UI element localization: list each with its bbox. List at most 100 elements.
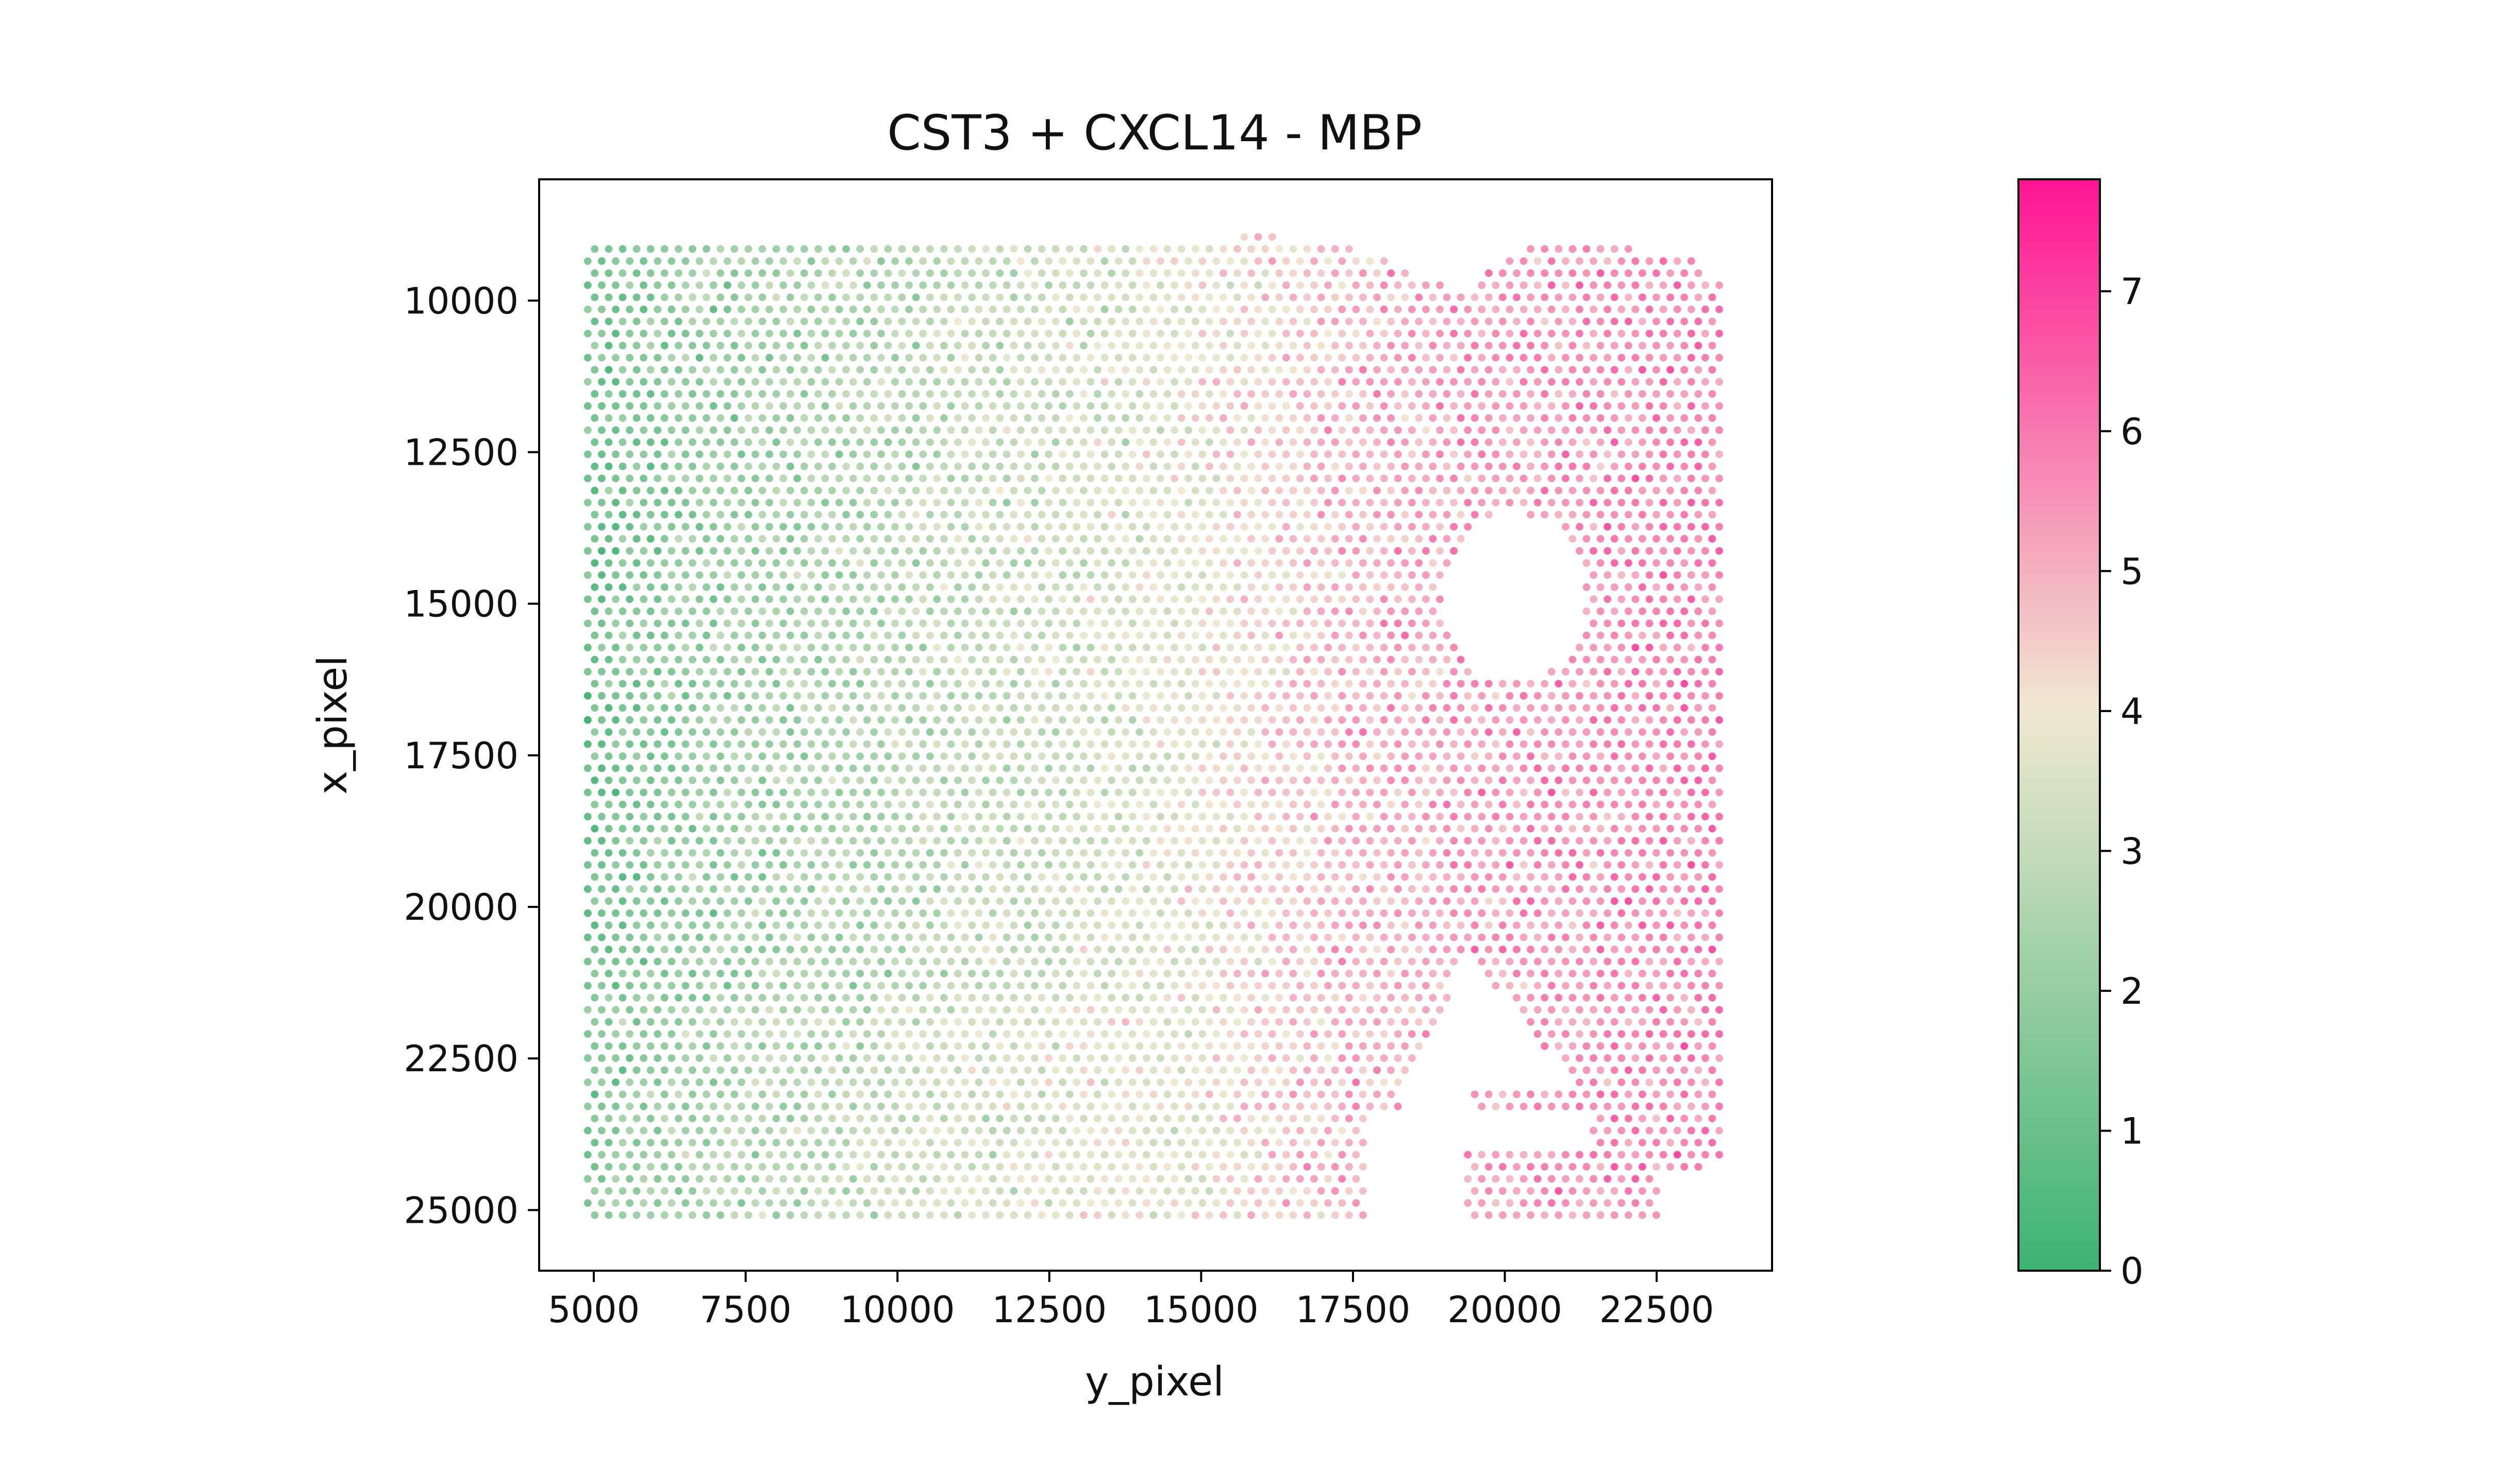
spot <box>591 777 599 784</box>
spot <box>828 438 836 446</box>
spot <box>1582 849 1591 857</box>
spot <box>1604 619 1612 628</box>
spot <box>1205 704 1213 712</box>
spot <box>1701 909 1709 917</box>
spot <box>989 281 997 289</box>
spot <box>1087 764 1095 772</box>
spot <box>1171 668 1178 676</box>
spot <box>1604 692 1612 700</box>
spot <box>751 306 759 313</box>
spot <box>1296 499 1304 507</box>
spot <box>1017 619 1025 628</box>
spot <box>1191 849 1199 857</box>
spot <box>1254 233 1262 241</box>
spot <box>1289 873 1297 881</box>
spot <box>1555 970 1563 977</box>
spot <box>1422 619 1430 628</box>
spot <box>772 655 780 664</box>
spot <box>1282 716 1290 724</box>
spot <box>1380 329 1388 338</box>
spot <box>1547 257 1556 265</box>
spot <box>667 716 676 724</box>
spot <box>1576 909 1583 917</box>
spot <box>1639 824 1646 833</box>
spot <box>856 486 864 495</box>
spot <box>1401 438 1409 446</box>
spot <box>1513 269 1521 277</box>
spot <box>1484 970 1493 977</box>
spot <box>1429 486 1437 495</box>
spot <box>1275 704 1283 712</box>
spot <box>1666 607 1675 615</box>
spot <box>646 704 655 712</box>
spot <box>646 269 655 277</box>
spot <box>1527 704 1535 712</box>
spot <box>1568 728 1577 736</box>
spot <box>1366 402 1374 410</box>
spot <box>1100 692 1109 700</box>
spot <box>961 716 969 724</box>
spot <box>1108 849 1116 857</box>
spot <box>1220 728 1227 736</box>
spot <box>1149 728 1158 736</box>
spot <box>1142 668 1150 676</box>
spot <box>1128 813 1137 821</box>
spot <box>695 426 704 434</box>
spot <box>1506 402 1514 410</box>
spot <box>689 462 696 470</box>
spot <box>1345 655 1353 664</box>
spot <box>1177 897 1185 905</box>
spot <box>982 728 990 736</box>
spot <box>1059 281 1067 289</box>
spot <box>1051 752 1060 760</box>
spot <box>975 426 983 434</box>
spot <box>891 426 899 434</box>
spot <box>723 909 731 917</box>
spot <box>591 631 599 639</box>
spot <box>1617 740 1626 748</box>
spot <box>1547 788 1556 797</box>
spot <box>1639 559 1646 567</box>
spot <box>1610 824 1618 833</box>
spot <box>814 655 822 664</box>
spot <box>1519 402 1528 410</box>
spot <box>1191 631 1199 639</box>
spot <box>758 535 766 543</box>
spot <box>1303 897 1311 905</box>
spot <box>1247 946 1256 953</box>
spot <box>1527 752 1535 760</box>
spot <box>919 740 927 748</box>
spot <box>1680 438 1689 446</box>
spot <box>1604 909 1612 917</box>
spot <box>1457 655 1465 664</box>
spot <box>681 740 690 748</box>
spot <box>723 716 731 724</box>
spot <box>689 535 696 543</box>
spot <box>1443 486 1451 495</box>
spot <box>1680 414 1689 422</box>
spot <box>1031 837 1039 845</box>
spot <box>1715 475 1723 482</box>
spot <box>1680 342 1689 350</box>
spot <box>1128 668 1137 676</box>
spot <box>1198 885 1207 893</box>
spot <box>968 511 976 519</box>
spot <box>1198 957 1207 966</box>
spot <box>1666 342 1675 350</box>
spot <box>1687 402 1695 410</box>
spot <box>1506 499 1514 507</box>
spot <box>654 329 662 338</box>
spot <box>1394 595 1402 603</box>
spot <box>1065 607 1074 615</box>
spot <box>1610 438 1618 446</box>
spot <box>996 970 1004 977</box>
spot <box>1108 921 1116 930</box>
spot <box>786 993 794 1002</box>
spot <box>1282 619 1290 628</box>
spot <box>814 631 822 639</box>
spot <box>1701 813 1709 821</box>
spot <box>1478 426 1486 434</box>
spot <box>1247 897 1256 905</box>
spot <box>1680 583 1689 591</box>
spot <box>1547 885 1556 893</box>
